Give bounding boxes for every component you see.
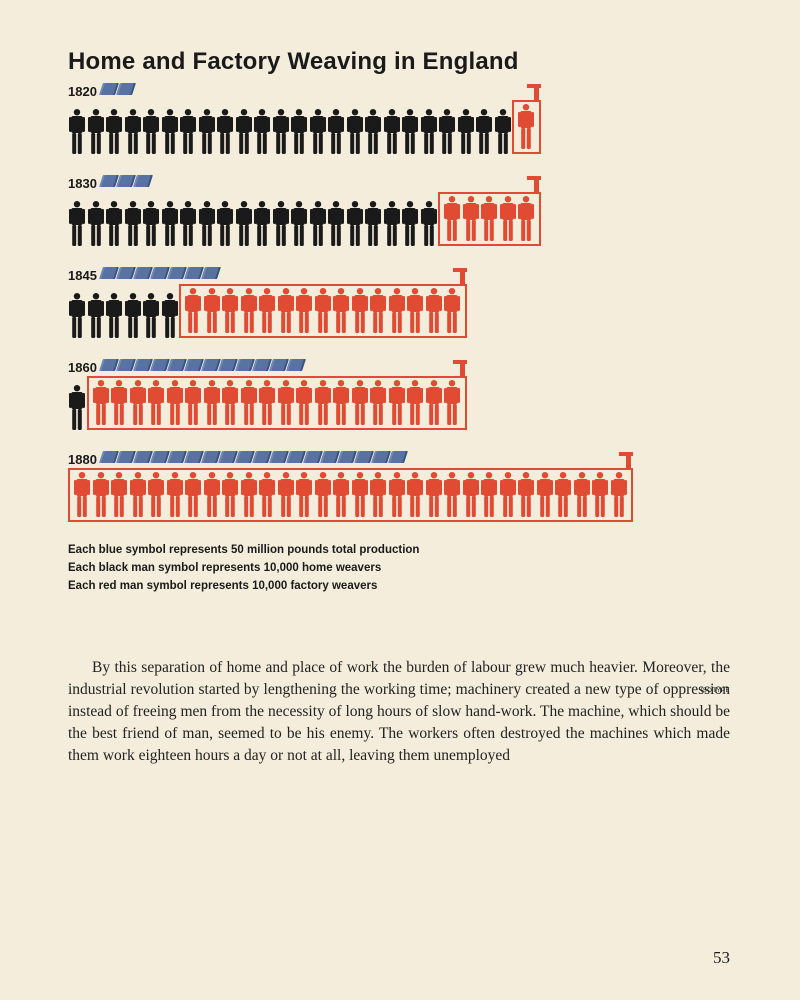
- body-paragraph: By this separation of home and place of …: [68, 657, 730, 767]
- chart-legend: Each blue symbol represents 50 million p…: [68, 542, 730, 595]
- production-icons: [101, 82, 135, 100]
- weavers-row: [68, 472, 730, 520]
- year-label: 1820: [68, 84, 97, 99]
- isotype-row: 1830: [68, 174, 730, 244]
- year-label: 1860: [68, 360, 97, 375]
- chimney-icon: [457, 268, 467, 286]
- isotype-row: 1820: [68, 82, 730, 152]
- factory-box: [179, 284, 467, 338]
- legend-line: Each red man symbol represents 10,000 fa…: [68, 578, 730, 596]
- production-icon: [116, 83, 136, 95]
- year-label: 1845: [68, 268, 97, 283]
- production-icons: [101, 450, 407, 468]
- chart-title: Home and Factory Weaving in England: [68, 48, 730, 76]
- production-icon: [133, 175, 153, 187]
- isotype-row: 1845: [68, 266, 730, 336]
- page: Home and Factory Weaving in England 1820…: [0, 0, 800, 1000]
- chimney-icon: [531, 84, 541, 102]
- year-label: 1880: [68, 452, 97, 467]
- chimney-icon: [623, 452, 633, 470]
- factory-box: [68, 468, 633, 522]
- factory-box: [512, 100, 541, 154]
- production-icons: [101, 266, 220, 284]
- legend-line: Each black man symbol represents 10,000 …: [68, 560, 730, 578]
- weavers-row: [68, 196, 730, 244]
- year-label: 1830: [68, 176, 97, 191]
- factory-box: [438, 192, 541, 246]
- production-icon: [201, 267, 221, 279]
- page-number: 53: [713, 948, 730, 968]
- production-icon: [286, 359, 306, 371]
- isotype-chart: 1820 1830 1845 1860 1880: [68, 82, 730, 520]
- chimney-icon: [457, 360, 467, 378]
- weavers-row: [68, 380, 730, 428]
- isotype-row: 1880: [68, 450, 730, 520]
- production-icon: [388, 451, 408, 463]
- isotype-row: 1860: [68, 358, 730, 428]
- factory-box: [87, 376, 467, 430]
- isotype-credit: ISOTYPE: [700, 688, 730, 694]
- legend-line: Each blue symbol represents 50 million p…: [68, 542, 730, 560]
- production-icons: [101, 174, 152, 192]
- production-icons: [101, 358, 305, 376]
- chimney-icon: [531, 176, 541, 194]
- weavers-row: [68, 104, 730, 152]
- weavers-row: [68, 288, 730, 336]
